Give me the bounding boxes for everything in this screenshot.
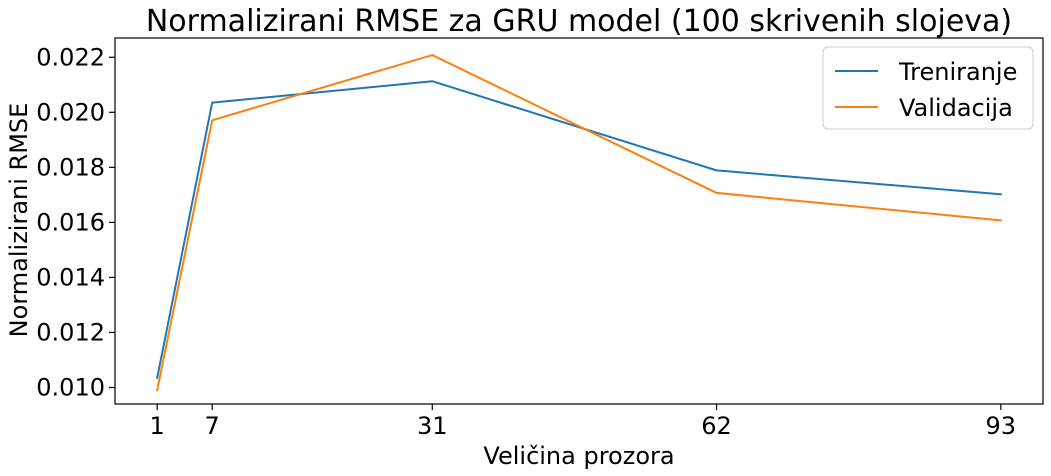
y-tick-label: 0.010 bbox=[36, 373, 105, 401]
axes-frame bbox=[114, 37, 1044, 405]
x-tick-label: 7 bbox=[205, 412, 220, 440]
x-tick-label: 93 bbox=[986, 412, 1017, 440]
series-line-0 bbox=[156, 80, 1002, 380]
y-axis-label: Normalizirani RMSE bbox=[5, 103, 33, 338]
legend-label: Validacija bbox=[899, 94, 1013, 122]
legend-label: Treniranje bbox=[898, 58, 1017, 86]
chart-title: Normalizirani RMSE za GRU model (100 skr… bbox=[146, 4, 1012, 39]
series-line-1 bbox=[156, 54, 1002, 392]
x-tick-label: 1 bbox=[150, 412, 165, 440]
plot-area: 1 7 31 62 93 0.010 0.012 0.014 0.016 0.018 0.020 0.… bbox=[36, 37, 1044, 440]
y-tick-label: 0.020 bbox=[36, 98, 105, 126]
y-tick-label: 0.014 bbox=[36, 263, 105, 291]
y-tick-label: 0.022 bbox=[36, 43, 105, 71]
x-axis-label: Veličina prozora bbox=[483, 442, 674, 470]
y-tick-label: 0.012 bbox=[36, 318, 105, 346]
y-tick-label: 0.018 bbox=[36, 153, 105, 181]
legend-box bbox=[822, 46, 1034, 130]
x-tick-label: 62 bbox=[701, 412, 732, 440]
x-tick-label: 31 bbox=[417, 412, 448, 440]
y-tick-label: 0.016 bbox=[36, 208, 105, 236]
